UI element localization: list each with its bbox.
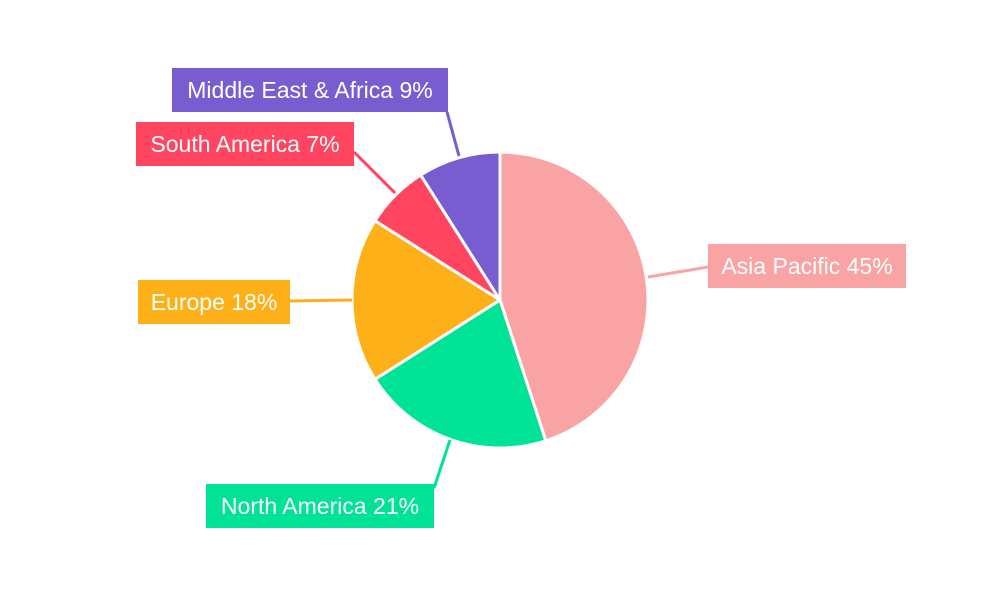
slice-asia-pacific[interactable]: [498, 150, 650, 443]
slice-north-america[interactable]: [373, 298, 548, 450]
slice-middle-east-and-africa[interactable]: [419, 150, 502, 302]
data-label-south-america: South America 7%: [150, 131, 339, 157]
data-label-middle-east-and-africa: Middle East & Africa 9%: [187, 77, 432, 103]
leader-line-south-america: [352, 150, 397, 195]
data-label-asia-pacific: Asia Pacific 45%: [721, 253, 892, 279]
data-label-north-america: North America 21%: [221, 493, 419, 519]
leader-line-europe: [289, 298, 353, 303]
leader-line-north-america: [432, 439, 452, 489]
labels: Asia Pacific 45% North America 21% Europe …: [136, 68, 906, 528]
leader-line-asia-pacific: [647, 265, 709, 279]
label-box-asia-pacific: [708, 244, 906, 288]
label-box-north-america: [206, 484, 434, 528]
data-label-europe: Europe 18%: [151, 289, 278, 315]
slice-europe[interactable]: [350, 219, 502, 381]
label-box-south-america: [136, 122, 354, 166]
leader-line-middle-east-and-africa: [445, 111, 461, 157]
slices: [350, 150, 650, 450]
label-box-middle-east-and-africa: [172, 68, 448, 112]
label-box-europe: [138, 280, 290, 324]
